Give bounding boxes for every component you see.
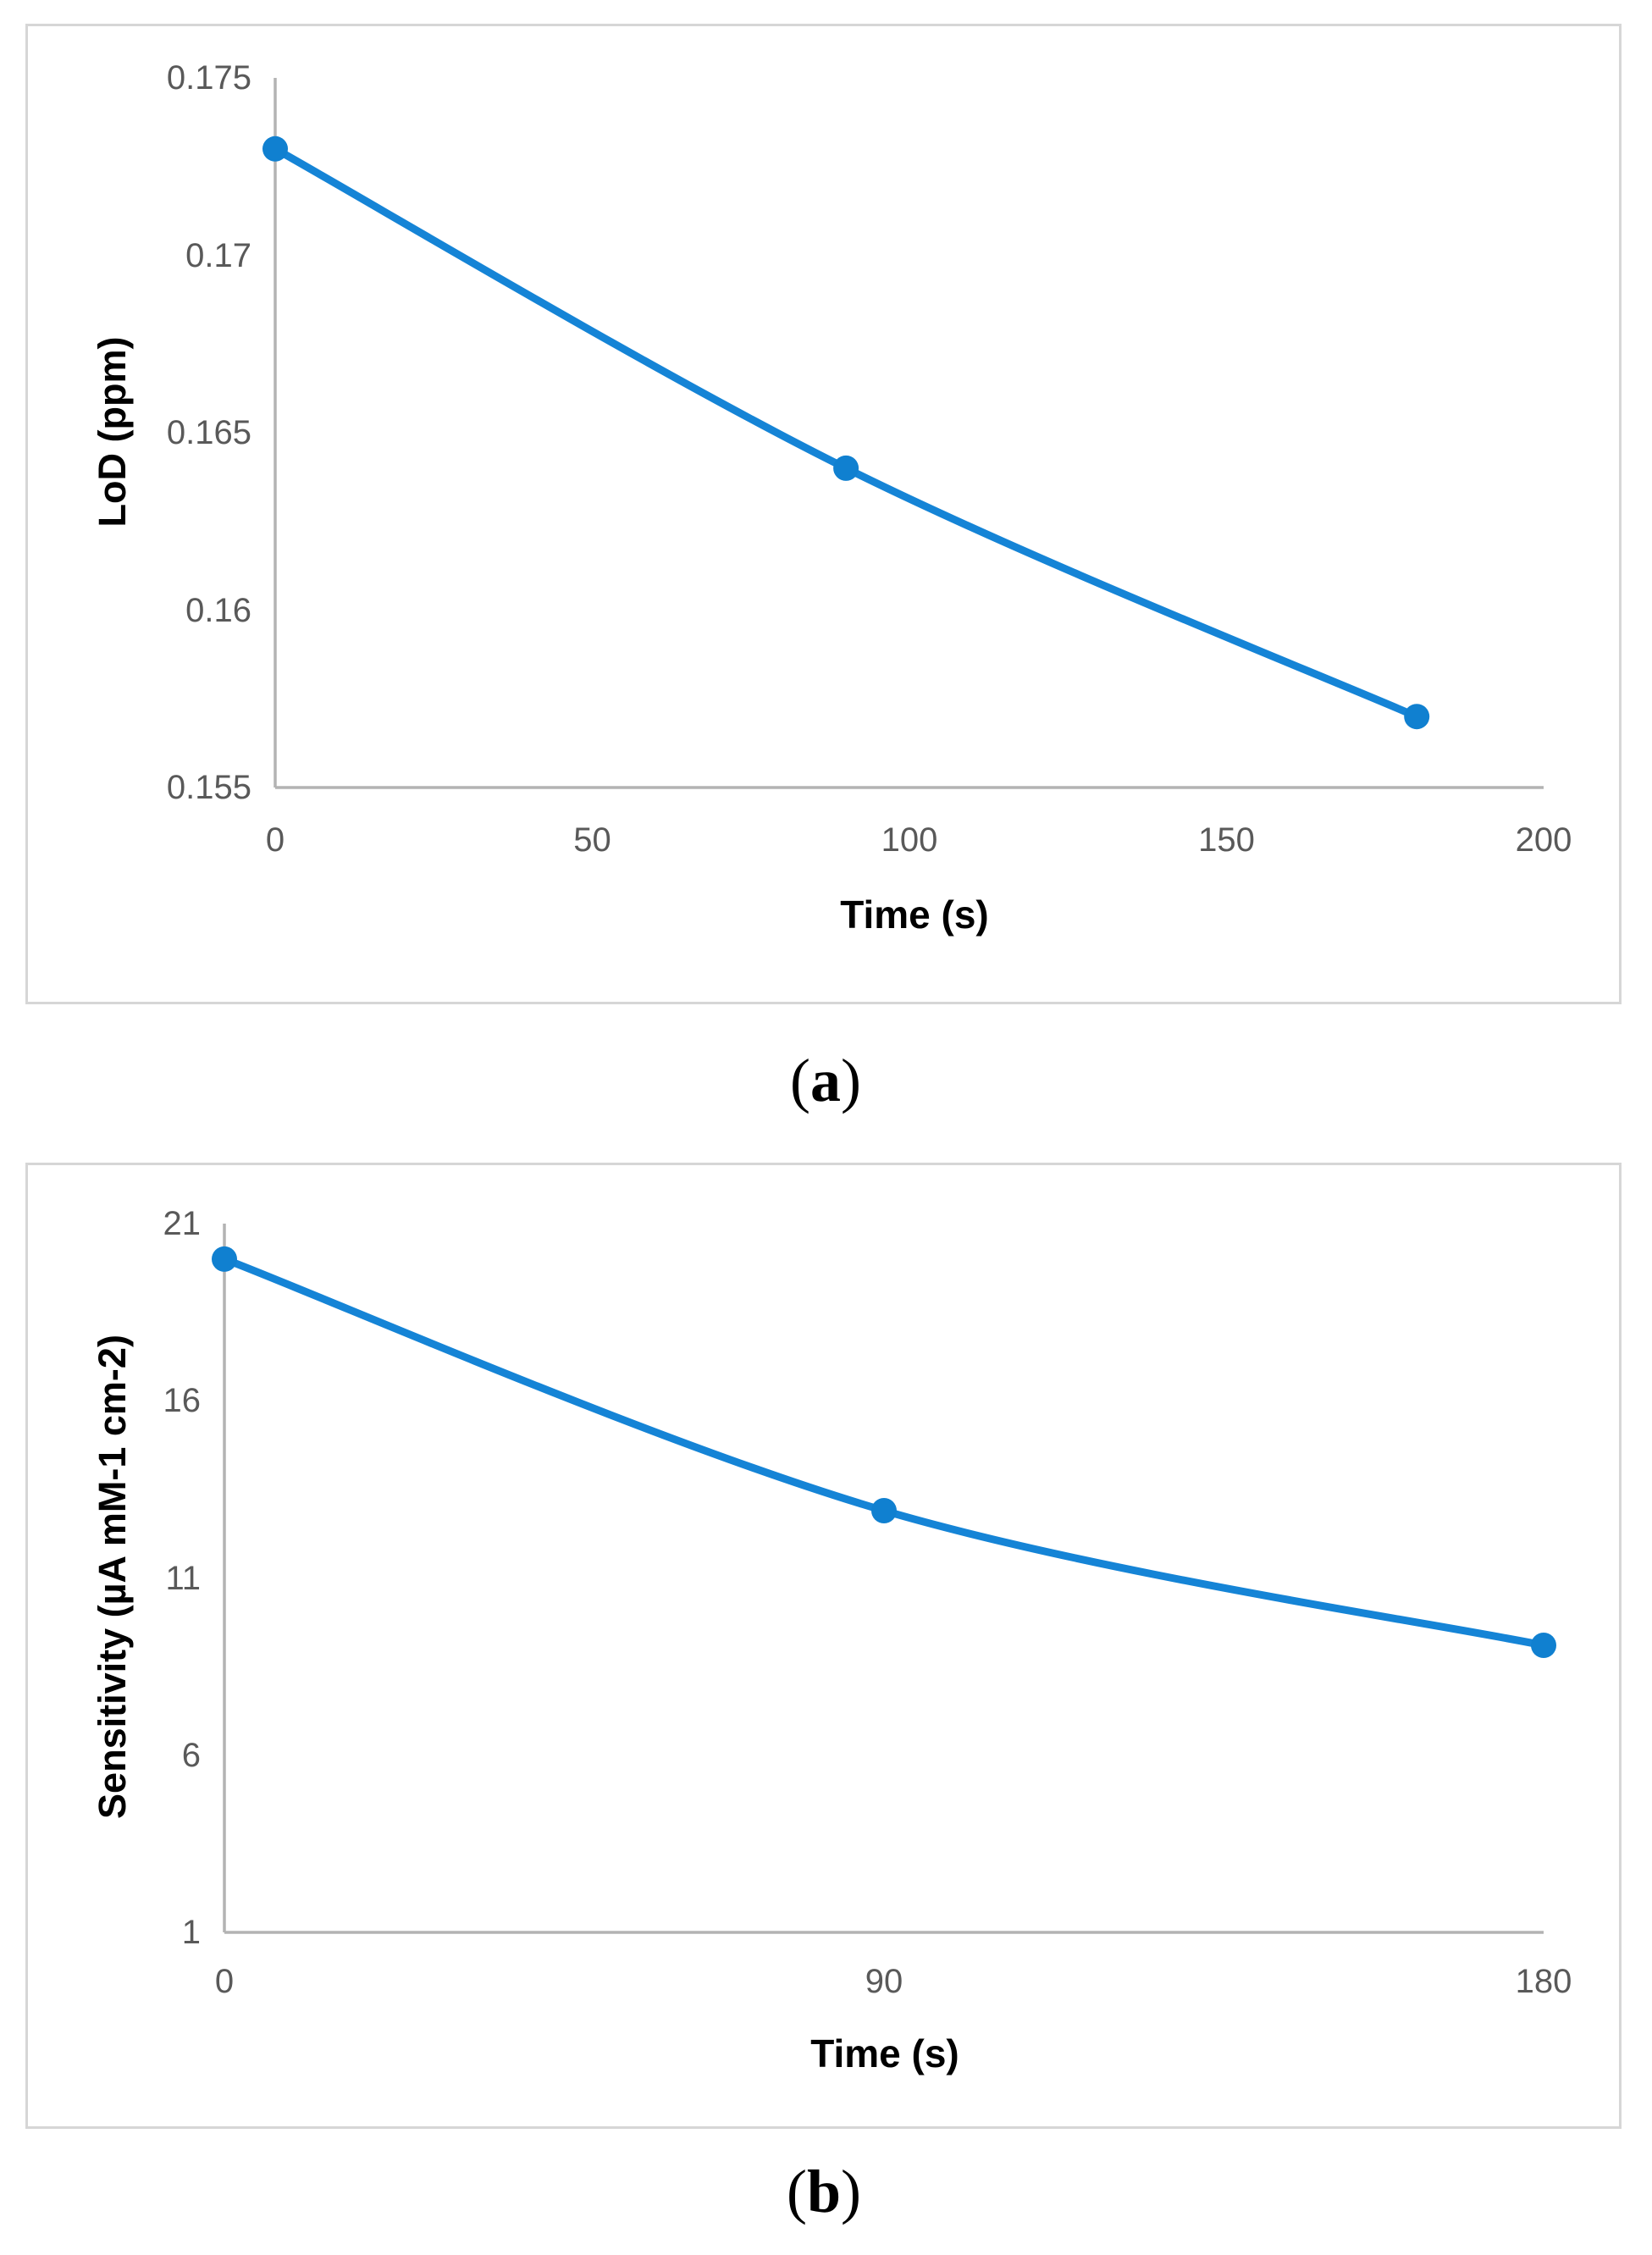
data-point-marker-a	[1404, 704, 1430, 730]
y-tick-label-a: 0.165	[166, 414, 251, 451]
x-tick-label-b: 0	[214, 1963, 235, 2000]
data-point-marker-b	[212, 1246, 237, 1272]
y-tick-label-a: 0.16	[185, 591, 251, 629]
data-point-marker-a	[262, 135, 288, 162]
data-point-marker-a	[833, 455, 859, 481]
data-point-marker-b	[1531, 1633, 1556, 1659]
chart-panel-a	[25, 24, 1622, 1004]
y-tick-label-a: 0.17	[185, 236, 251, 274]
series-line-b	[220, 1255, 1548, 1650]
x-tick-label-a: 0	[265, 821, 285, 859]
y-tick-label-b: 11	[165, 1559, 201, 1597]
x-tick-label-b: 180	[1515, 1963, 1572, 2000]
y-tick-label-a: 0.155	[166, 769, 251, 806]
caption-b-letter: b	[806, 2158, 842, 2225]
y-tick-label-b: 1	[181, 1914, 201, 1951]
series-line-a	[271, 145, 1421, 721]
caption-b: (b)	[697, 2153, 951, 2230]
y-tick-label-b: 16	[163, 1382, 202, 1420]
caption-a-close-paren: )	[841, 1047, 861, 1114]
caption-a-letter: a	[810, 1047, 841, 1114]
x-tick-label-a: 200	[1515, 821, 1572, 859]
x-axis-title-a: Time (s)	[840, 893, 989, 937]
caption-a-open-paren: (	[790, 1047, 810, 1114]
y-tick-label-b: 21	[163, 1205, 202, 1242]
chart-panel-b	[25, 1163, 1622, 2129]
caption-a: (a)	[699, 1042, 953, 1119]
x-tick-label-a: 100	[881, 821, 938, 859]
x-tick-label-a: 150	[1198, 821, 1255, 859]
x-tick-label-b: 90	[865, 1963, 903, 2000]
y-tick-label-b: 6	[181, 1736, 201, 1774]
caption-b-open-paren: (	[786, 2158, 807, 2225]
x-tick-label-a: 50	[573, 821, 611, 859]
caption-b-close-paren: )	[841, 2158, 861, 2225]
y-tick-label-a: 0.175	[166, 59, 251, 97]
x-axis-title-b: Time (s)	[810, 2031, 959, 2075]
data-point-marker-b	[871, 1497, 897, 1523]
